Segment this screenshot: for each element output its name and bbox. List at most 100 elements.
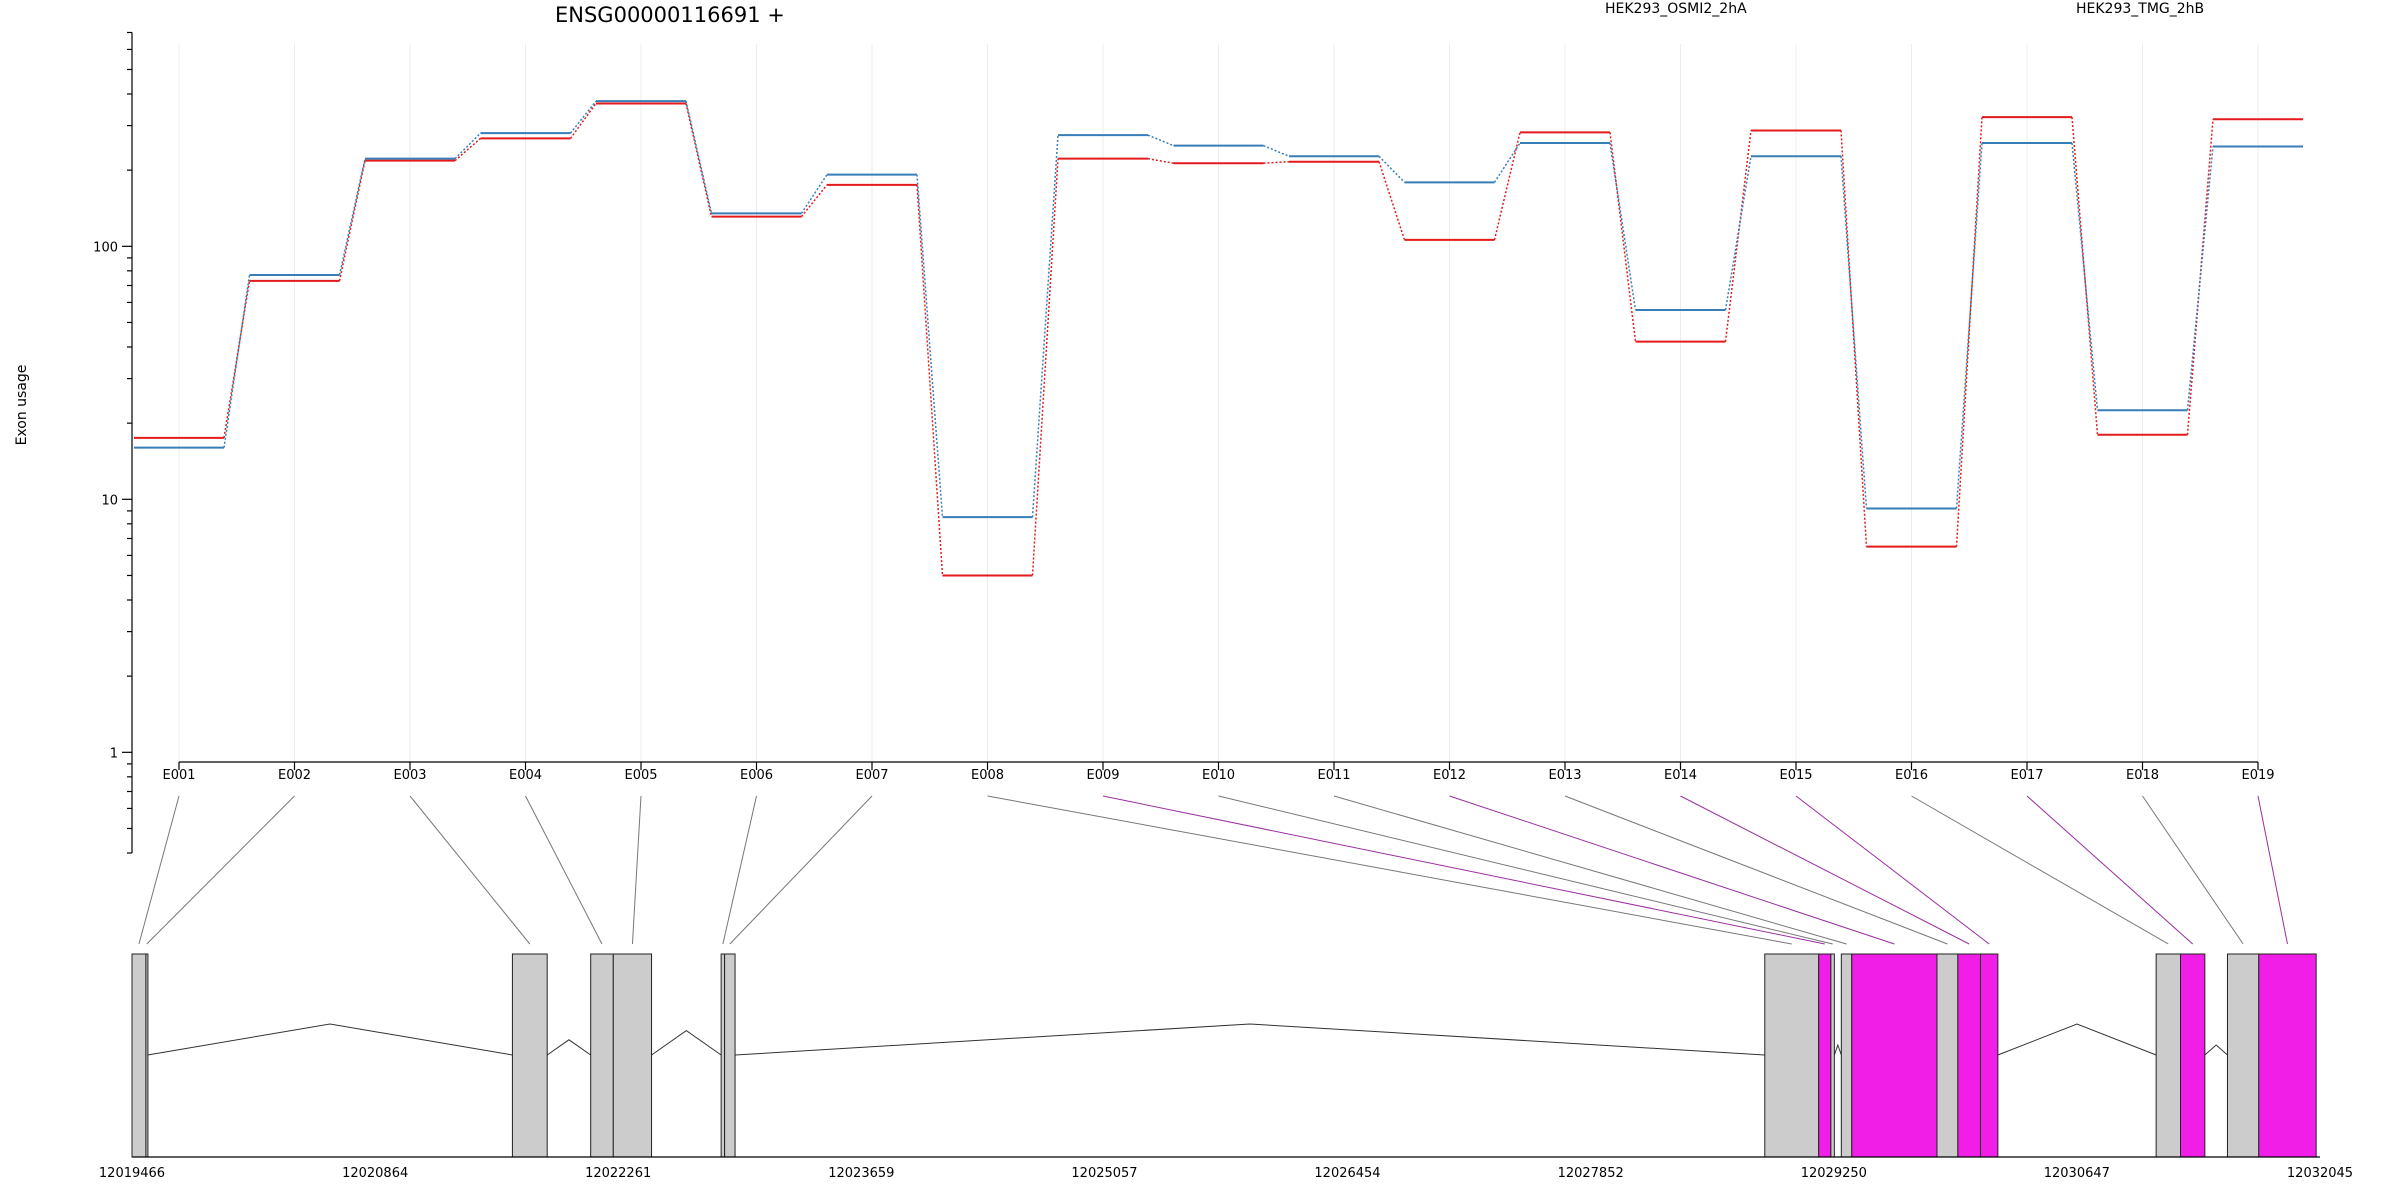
exon-E011 [1840,953,1853,1158]
connector-E003 [409,795,531,945]
exon-E005 [612,953,653,1158]
exon-E009 [1818,953,1832,1158]
connector-E012 [1449,795,1895,945]
exon-E019 [2258,953,2317,1158]
series-join [685,103,713,217]
connector-E004 [525,795,603,945]
series-join [1840,130,1868,547]
intron-line [1997,1023,2157,1056]
series-join [338,160,366,282]
x-tick-label-E014: E014 [1664,768,1697,783]
series-join [1147,157,1174,164]
coordinate-tick-label: 12027852 [1558,1166,1624,1181]
x-tick-label-E015: E015 [1779,768,1812,783]
coordinate-tick-label: 12022261 [585,1166,651,1181]
series-join [1263,160,1290,164]
x-tick-label-E003: E003 [393,768,426,783]
connector-E011 [1333,795,1847,945]
series-join [1493,132,1521,241]
x-tick-label-E019: E019 [2241,768,2274,783]
connector-E010 [1218,795,1833,945]
legend-series-1: HEK293_OSMI2_2hA [1605,1,1747,17]
exon-E001 [131,953,147,1158]
coordinate-axis: 12019466 12020864 12022261 12023659 12025057… [99,1156,2353,1181]
series-join [2186,119,2214,435]
x-tick-label-E013: E013 [1548,768,1581,783]
exon-E016 [2155,953,2181,1158]
x-tick-label-E004: E004 [509,768,542,783]
connector-E013 [1564,795,1948,945]
series-join [1263,144,1290,157]
series-join [916,184,944,576]
series-join [685,100,713,214]
exon-E013 [1936,953,1959,1158]
coordinate-tick-label: 12023659 [828,1166,894,1181]
coordinate-tick-label: 12020864 [342,1166,408,1181]
coordinate-tick-label: 12019466 [99,1166,165,1181]
series-join [2186,146,2214,411]
connector-E007 [729,795,873,945]
connector-E016 [1911,795,2169,945]
connector-E014 [1680,795,1970,945]
series-lines [134,100,2303,577]
series-join [1609,132,1637,342]
intron-line [735,1023,1765,1056]
x-tick-label-E005: E005 [624,768,657,783]
coordinate-tick-label: 12030647 [2044,1166,2110,1181]
chart-title: ENSG00000116691 + [555,3,785,27]
exon-E002 [145,953,149,1158]
y-axis-label: Exon usage [14,365,30,446]
x-tick-label-E012: E012 [1433,768,1466,783]
series-2 [134,100,2303,519]
series-join [2071,117,2099,435]
exon-E018 [2226,953,2260,1158]
connector-E018 [2142,795,2244,945]
y-tick-label: 1 [110,746,118,761]
exon-E004 [590,953,614,1158]
x-tick-label-E009: E009 [1086,768,1119,783]
series-join [223,280,251,438]
series-join [569,100,597,134]
x-tick-label-E018: E018 [2126,768,2159,783]
vertical-gridlines [178,44,2259,762]
exon-E003 [511,953,548,1158]
series-join [454,137,481,162]
series-join [1378,161,1406,241]
gene-model [131,953,2317,1158]
exon-E010 [1830,953,1835,1158]
x-tick-label-E017: E017 [2010,768,2043,783]
series-join [1031,158,1059,576]
x-tick-label-E008: E008 [971,768,1004,783]
connector-E001 [138,795,180,945]
intron-line [2204,1044,2228,1056]
series-join [1031,135,1059,518]
y-axis: 1 10 100 [93,31,133,854]
connector-E015 [1795,795,1990,945]
coordinate-tick-label: 12032045 [2287,1166,2353,1181]
exon-E012 [1851,953,1938,1158]
x-axis: E001 E002 E003 E004 E005 E006 E007 E008 E009 E010… [162,761,2275,783]
exon-E017 [2179,953,2206,1158]
connector-E006 [722,795,757,945]
legend-series-2: HEK293_TMG_2hB [2076,1,2204,17]
connector-E019 [2257,795,2288,945]
series-join [338,158,366,276]
connector-E005 [631,795,642,945]
series-join [800,174,828,214]
coordinate-tick-label: 12029250 [1801,1166,1867,1181]
series-join [223,274,251,448]
exon-E006 [720,953,726,1158]
series-join [1147,134,1174,147]
intron-line [651,1030,722,1056]
connector-E009 [1102,795,1825,945]
y-tick-label: 100 [93,240,118,255]
x-tick-label-E001: E001 [162,768,195,783]
x-tick-label-E006: E006 [740,768,773,783]
coordinate-tick-label: 12026454 [1314,1166,1380,1181]
exon-E015 [1979,953,1999,1158]
series-join [2071,142,2099,411]
series-join [569,103,597,139]
series-join [1724,130,1752,342]
series-join [1378,155,1406,183]
